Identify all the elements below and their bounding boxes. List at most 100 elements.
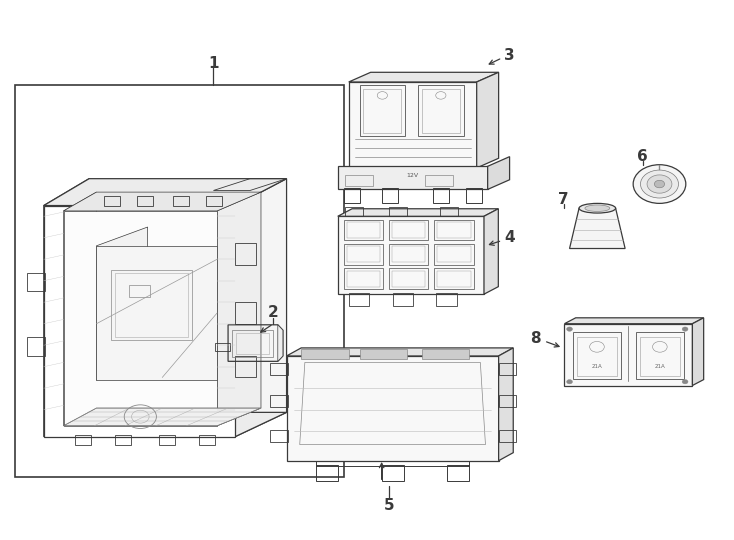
Ellipse shape <box>633 165 686 204</box>
Bar <box>577 336 617 376</box>
Polygon shape <box>692 318 704 386</box>
Text: 3: 3 <box>504 48 515 63</box>
Text: 21A: 21A <box>592 364 603 369</box>
Bar <box>15 85 344 477</box>
Bar <box>301 349 349 359</box>
Bar <box>636 332 683 379</box>
Bar <box>236 356 256 377</box>
Text: 6: 6 <box>637 148 648 164</box>
Text: 7: 7 <box>559 192 569 207</box>
Bar <box>440 207 459 217</box>
Bar <box>498 363 516 375</box>
Bar <box>435 268 473 289</box>
Bar <box>640 336 680 376</box>
Bar <box>344 244 383 265</box>
Polygon shape <box>277 325 283 361</box>
Bar <box>115 273 188 337</box>
Polygon shape <box>487 157 509 190</box>
Bar <box>389 220 429 240</box>
Polygon shape <box>96 246 217 380</box>
Bar <box>363 89 401 133</box>
Bar <box>392 271 426 287</box>
Polygon shape <box>564 318 704 323</box>
Polygon shape <box>236 179 286 436</box>
Polygon shape <box>570 208 625 248</box>
Bar <box>111 270 192 340</box>
Bar <box>448 465 469 481</box>
Bar <box>345 175 373 186</box>
Bar <box>344 268 383 289</box>
Polygon shape <box>44 206 236 436</box>
Bar <box>435 244 473 265</box>
Bar <box>433 188 449 203</box>
Text: 2: 2 <box>268 306 279 320</box>
Bar <box>426 175 454 186</box>
Polygon shape <box>349 72 498 82</box>
Text: 5: 5 <box>384 498 394 513</box>
Bar <box>392 222 426 238</box>
Circle shape <box>655 180 664 188</box>
Bar <box>349 293 369 306</box>
Bar <box>422 349 469 359</box>
Polygon shape <box>64 192 261 211</box>
Ellipse shape <box>585 205 610 212</box>
Bar <box>346 271 380 287</box>
Polygon shape <box>96 227 148 380</box>
Bar <box>233 330 272 357</box>
Polygon shape <box>498 348 513 461</box>
Polygon shape <box>44 413 286 436</box>
Bar <box>382 465 404 481</box>
Polygon shape <box>286 356 498 461</box>
Bar <box>389 244 429 265</box>
Bar <box>27 337 46 356</box>
Text: 21A: 21A <box>655 364 666 369</box>
Bar <box>129 285 150 297</box>
Bar <box>382 188 398 203</box>
Bar <box>270 363 288 375</box>
Bar <box>344 220 383 240</box>
Bar <box>344 188 360 203</box>
Bar <box>437 293 457 306</box>
Bar <box>346 222 380 238</box>
Polygon shape <box>286 348 513 356</box>
Bar <box>418 85 464 136</box>
Text: 1: 1 <box>208 56 219 71</box>
Polygon shape <box>44 179 89 436</box>
Bar <box>393 293 413 306</box>
Circle shape <box>682 327 688 331</box>
Bar <box>564 323 692 386</box>
Bar <box>422 89 460 133</box>
Bar <box>346 246 380 262</box>
Bar <box>573 332 621 379</box>
Bar <box>345 207 363 217</box>
Bar <box>435 220 473 240</box>
Bar <box>360 349 407 359</box>
Bar <box>437 271 470 287</box>
Bar <box>270 395 288 407</box>
Circle shape <box>682 380 688 384</box>
Bar <box>338 166 487 190</box>
Bar <box>392 246 426 262</box>
Polygon shape <box>338 209 498 217</box>
Text: 8: 8 <box>530 331 540 346</box>
Circle shape <box>567 380 573 384</box>
Polygon shape <box>64 192 96 426</box>
Bar <box>465 188 482 203</box>
Bar <box>215 342 230 350</box>
Circle shape <box>567 327 573 331</box>
Bar <box>498 395 516 407</box>
Bar <box>270 430 288 442</box>
Bar <box>338 217 484 294</box>
Bar <box>236 302 256 323</box>
Polygon shape <box>484 209 498 294</box>
Bar <box>349 82 476 168</box>
Ellipse shape <box>641 170 678 198</box>
Bar <box>389 268 429 289</box>
Polygon shape <box>44 179 286 206</box>
Ellipse shape <box>647 175 672 193</box>
Bar <box>360 85 405 136</box>
Bar <box>236 333 269 354</box>
Polygon shape <box>476 72 498 168</box>
Bar <box>498 430 516 442</box>
Bar <box>437 222 470 238</box>
